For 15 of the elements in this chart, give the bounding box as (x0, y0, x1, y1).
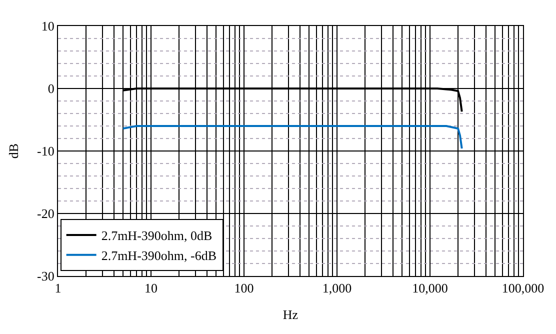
x-tick-label: 1,000 (322, 280, 352, 296)
legend-label: 2.7mH-390ohm, -6dB (101, 248, 217, 263)
y-tick-label: 0 (48, 81, 54, 96)
x-tick-label: 100 (234, 280, 254, 296)
x-tick-label: 100,000 (502, 280, 544, 296)
x-tick-label: 1 (54, 280, 62, 296)
x-tick-label: 10 (144, 280, 158, 296)
y-tick-label: -30 (37, 268, 54, 284)
y-tick-label: 10 (41, 18, 54, 34)
x-tick-label: 10,000 (412, 280, 448, 296)
legend-label: 2.7mH-390ohm, 0dB (101, 228, 213, 244)
x-axis-title: Hz (282, 307, 298, 322)
y-axis-title: dB (6, 143, 22, 159)
y-tick-label: -10 (37, 144, 54, 159)
y-tick-label: -20 (37, 206, 54, 222)
